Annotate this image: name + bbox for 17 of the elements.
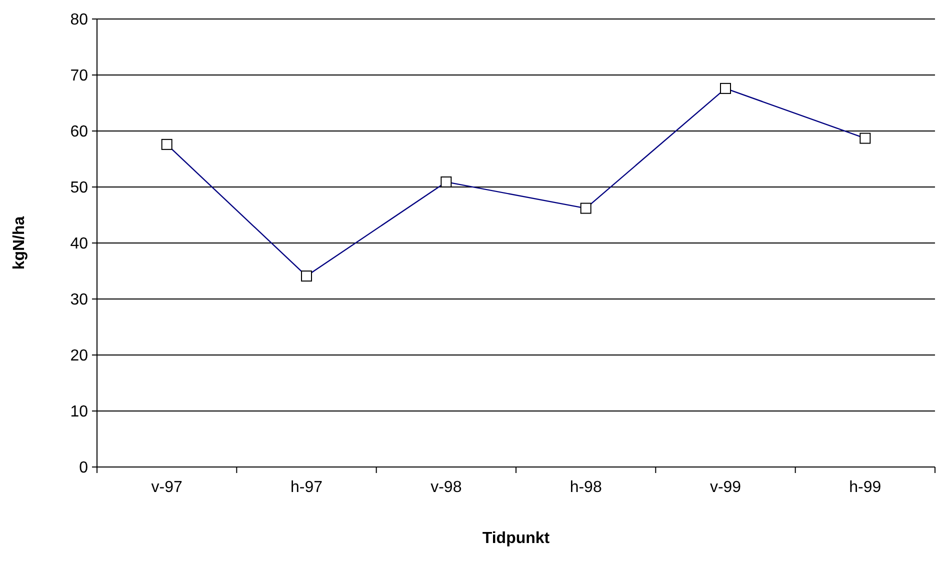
y-axis-title: kgN/ha [11,216,28,270]
y-tick-label: 40 [70,236,88,253]
x-axis-title: Tidpunkt [482,530,550,547]
x-tick-label: h-98 [570,479,602,496]
y-tick-label: 50 [70,180,88,197]
y-tick-label: 60 [70,124,88,141]
x-tick-label: v-97 [151,479,182,496]
x-tick-label: v-99 [710,479,742,496]
x-tick-label: h-97 [290,479,323,496]
y-tick-label: 80 [70,12,88,29]
x-tick-label: v-98 [430,479,462,496]
y-tick-label: 20 [70,348,88,365]
y-tick-label: 0 [79,460,88,477]
y-tick-label: 70 [70,68,88,85]
x-tick-label: h-99 [849,479,882,496]
y-tick-label: 10 [70,404,88,421]
y-tick-label: 30 [70,292,88,309]
